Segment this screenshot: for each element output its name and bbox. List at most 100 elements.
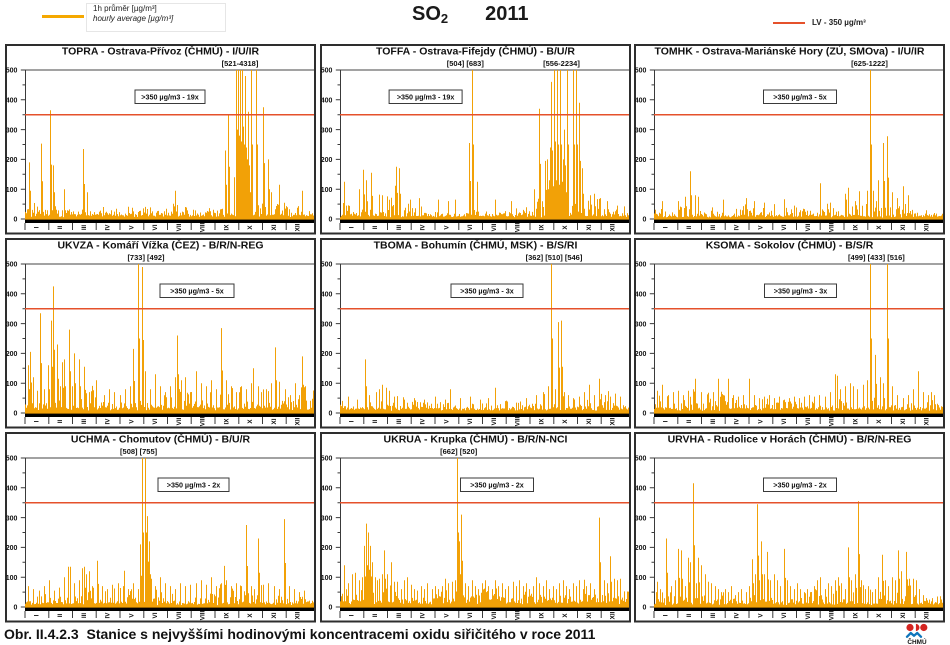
svg-text:100: 100 (635, 575, 647, 582)
svg-text:I: I (348, 226, 355, 228)
svg-text:XII: XII (295, 417, 302, 425)
svg-text:I: I (33, 420, 40, 422)
svg-text:V: V (757, 419, 764, 424)
svg-text:[504] [683]: [504] [683] (446, 59, 484, 68)
svg-text:II: II (686, 226, 693, 230)
svg-text:X: X (247, 225, 254, 230)
svg-text:200: 200 (320, 157, 332, 164)
svg-text:VII: VII (176, 223, 183, 231)
svg-text:400: 400 (6, 292, 18, 299)
svg-text:[556-2234]: [556-2234] (543, 59, 580, 68)
svg-text:IX: IX (538, 224, 545, 231)
svg-text:IV: IV (105, 224, 112, 231)
svg-text:VII: VII (176, 611, 183, 619)
svg-text:VI: VI (781, 612, 788, 618)
svg-text:300: 300 (6, 127, 18, 134)
svg-text:200: 200 (6, 545, 18, 552)
svg-text:[521-4318]: [521-4318] (222, 59, 259, 68)
svg-text:400: 400 (320, 486, 332, 493)
svg-text:VII: VII (805, 223, 812, 231)
svg-text:200: 200 (635, 545, 647, 552)
svg-text:400: 400 (6, 98, 18, 105)
svg-text:0: 0 (642, 217, 646, 224)
svg-text:UCHMA - Chomutov (ČHMÚ) - B/U/: UCHMA - Chomutov (ČHMÚ) - B/U/R (71, 432, 251, 445)
svg-text:400: 400 (6, 486, 18, 493)
svg-text:XI: XI (271, 612, 278, 618)
svg-text:VI: VI (467, 612, 474, 618)
svg-text:[508] [755]: [508] [755] (120, 447, 158, 456)
svg-text:V: V (443, 613, 450, 618)
svg-text:VI: VI (152, 224, 159, 230)
svg-text:VIII: VIII (514, 611, 521, 621)
svg-text:I: I (348, 614, 355, 616)
svg-text:X: X (562, 613, 569, 618)
svg-text:XI: XI (900, 612, 907, 618)
svg-text:III: III (710, 225, 717, 230)
svg-text:200: 200 (635, 351, 647, 358)
svg-text:XI: XI (900, 224, 907, 230)
svg-text:III: III (395, 613, 402, 618)
svg-text:VI: VI (467, 418, 474, 424)
svg-text:100: 100 (6, 575, 18, 582)
svg-text:300: 300 (320, 321, 332, 328)
svg-text:TOPRA - Ostrava-Přívoz (ČHMÚ): TOPRA - Ostrava-Přívoz (ČHMÚ) - I/U/IR (62, 44, 260, 57)
svg-text:III: III (710, 613, 717, 618)
svg-text:200: 200 (320, 351, 332, 358)
svg-text:VIII: VIII (514, 223, 521, 233)
svg-text:V: V (128, 419, 135, 424)
svg-text:100: 100 (320, 575, 332, 582)
svg-text:IV: IV (419, 224, 426, 231)
svg-text:IX: IX (538, 612, 545, 619)
svg-text:IV: IV (105, 418, 112, 425)
svg-text:0: 0 (328, 605, 332, 612)
svg-text:I: I (33, 614, 40, 616)
svg-text:0: 0 (13, 605, 17, 612)
svg-text:400: 400 (320, 98, 332, 105)
svg-text:200: 200 (635, 157, 647, 164)
svg-text:I: I (662, 420, 669, 422)
svg-text:II: II (372, 226, 379, 230)
svg-text:II: II (686, 614, 693, 618)
svg-text:IX: IX (852, 418, 859, 425)
svg-text:>350 µg/m3 - 19x: >350 µg/m3 - 19x (396, 92, 453, 101)
svg-text:>350 µg/m3 - 2x: >350 µg/m3 - 2x (773, 480, 827, 489)
svg-text:VII: VII (176, 417, 183, 425)
svg-text:500: 500 (6, 456, 18, 463)
svg-text:300: 300 (6, 321, 18, 328)
svg-text:ČHMÚ: ČHMÚ (907, 637, 927, 645)
svg-text:XI: XI (585, 224, 592, 230)
svg-text:300: 300 (635, 515, 647, 522)
svg-text:III: III (395, 419, 402, 424)
svg-text:V: V (128, 613, 135, 618)
svg-text:VII: VII (490, 223, 497, 231)
svg-text:100: 100 (320, 381, 332, 388)
svg-text:XII: XII (609, 417, 616, 425)
svg-text:IV: IV (734, 224, 741, 231)
svg-text:[733] [492]: [733] [492] (127, 253, 165, 262)
svg-text:300: 300 (635, 321, 647, 328)
svg-text:200: 200 (320, 545, 332, 552)
svg-text:500: 500 (6, 262, 18, 269)
svg-text:XI: XI (585, 612, 592, 618)
svg-text:II: II (372, 420, 379, 424)
svg-text:>350 µg/m3 - 2x: >350 µg/m3 - 2x (167, 480, 221, 489)
svg-text:VIII: VIII (200, 611, 207, 621)
svg-text:V: V (443, 225, 450, 230)
svg-text:V: V (757, 613, 764, 618)
svg-text:IV: IV (734, 612, 741, 619)
svg-text:XII: XII (924, 417, 931, 425)
svg-text:X: X (876, 225, 883, 230)
svg-text:IV: IV (105, 612, 112, 619)
svg-text:VII: VII (490, 611, 497, 619)
svg-text:UKVZA - Komáří Vížka (ČEZ) - B: UKVZA - Komáří Vížka (ČEZ) - B/R/N-REG (57, 238, 263, 251)
svg-text:X: X (247, 613, 254, 618)
svg-text:[625-1222]: [625-1222] (851, 59, 888, 68)
svg-text:0: 0 (13, 217, 17, 224)
svg-text:XII: XII (295, 223, 302, 231)
svg-text:KSOMA - Sokolov (ČHMÚ) - B/S/R: KSOMA - Sokolov (ČHMÚ) - B/S/R (706, 238, 874, 251)
svg-text:IV: IV (419, 418, 426, 425)
svg-text:IX: IX (223, 612, 230, 619)
svg-text:300: 300 (320, 127, 332, 134)
svg-text:0: 0 (13, 411, 17, 418)
svg-text:III: III (395, 225, 402, 230)
